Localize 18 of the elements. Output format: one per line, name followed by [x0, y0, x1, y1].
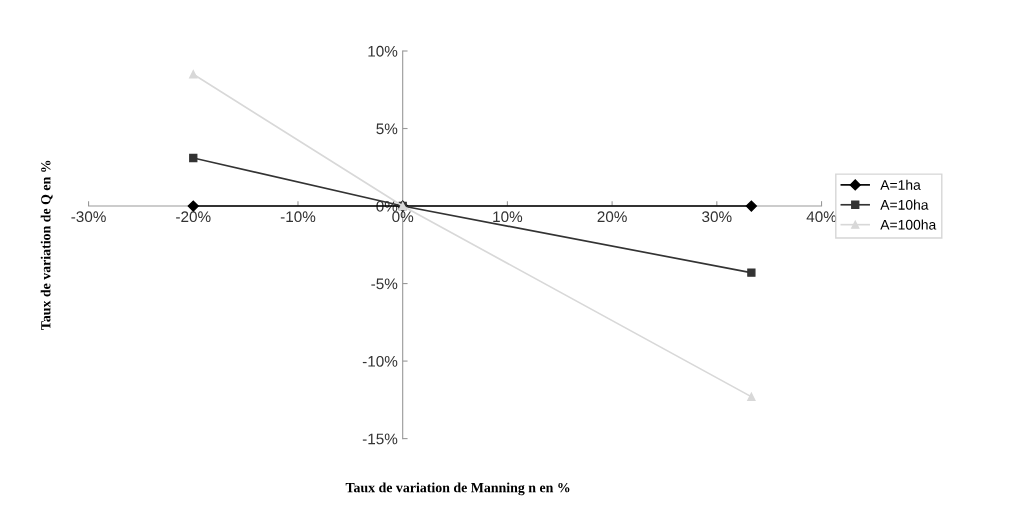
x-tick-label: 30% — [702, 211, 732, 223]
x-tick-label: 40% — [806, 211, 837, 223]
y-axis-title: Taux de variation de Q en % — [40, 160, 53, 330]
y-tick-label: -15% — [362, 433, 398, 445]
y-tick-label: 10% — [368, 45, 398, 57]
x-tick-label: -30% — [71, 211, 106, 223]
x-tick-label: -20% — [176, 211, 211, 223]
x-tick-label: 10% — [493, 211, 523, 223]
y-tick-label: -5% — [371, 278, 398, 290]
y-tick-label: -10% — [362, 355, 398, 367]
x-tick-label: 20% — [597, 211, 627, 223]
x-tick-label: 0% — [392, 211, 414, 223]
legend-label: A=1ha — [880, 179, 921, 190]
x-tick-label: -10% — [280, 211, 316, 223]
legend-label: A=100ha — [880, 219, 937, 230]
legend-label: A=10ha — [880, 199, 929, 210]
x-axis-title: Taux de variation de Manning n en % — [345, 482, 570, 496]
y-tick-label: 5% — [376, 123, 398, 135]
